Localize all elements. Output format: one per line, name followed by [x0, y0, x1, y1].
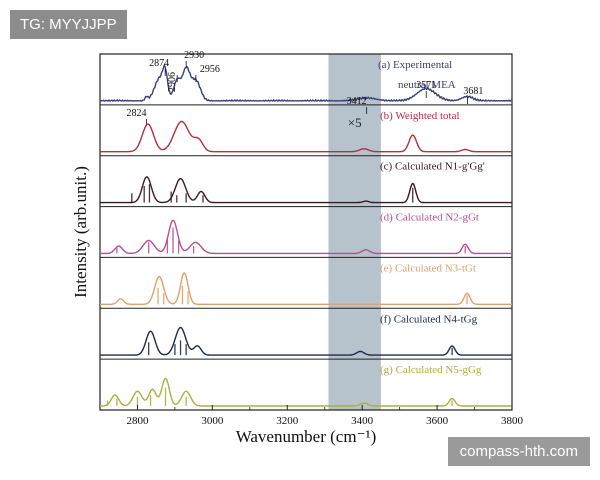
- panel-g: (g) Calculated N5-gGg: [100, 364, 512, 407]
- panel-d: (d) Calculated N2-gGt: [100, 212, 512, 255]
- watermark-top-left: TG: MYYJJPP: [10, 10, 127, 39]
- x-tick-label: 3200: [276, 415, 299, 427]
- spectrum-curve: [100, 120, 512, 153]
- peak-label: 3412: [347, 96, 367, 107]
- panel-f: (f) Calculated N4-tGg: [100, 313, 512, 356]
- plot-frame: [99, 53, 513, 411]
- peak-label: 3681: [463, 86, 483, 97]
- x-axis-label: Wavenumber (cm⁻¹): [236, 427, 377, 446]
- peak-label: 2824: [126, 108, 146, 119]
- shaded-region: [328, 54, 381, 410]
- spectrum-curve: [100, 272, 512, 305]
- x-tick-label: 3600: [426, 415, 449, 427]
- peak-label: 3571: [416, 80, 436, 91]
- y-axis-label: Intensity (arb.unit.): [71, 166, 90, 298]
- spectrum-curve: [100, 176, 512, 204]
- shaded-region-label: ×5: [348, 115, 362, 130]
- panel-label: (f) Calculated N4-tGg: [380, 313, 478, 325]
- panel-label-line2: neutral MEA: [398, 79, 456, 91]
- panel-label: (a) Experimental: [378, 59, 452, 71]
- panel-label: (c) Calculated N1-g'Gg': [380, 161, 485, 173]
- spectrum-curve: [100, 377, 512, 407]
- x-tick-label: 2800: [126, 415, 149, 427]
- spectrum-curve: [100, 219, 512, 255]
- peak-label: 2874: [149, 58, 169, 69]
- x-tick-label: 3400: [351, 415, 374, 427]
- panel-label: (e) Calculated N3-tGt: [380, 262, 476, 274]
- panel-label: (g) Calculated N5-gGg: [380, 364, 482, 376]
- peak-label: 2930: [184, 50, 204, 61]
- panel-c: (c) Calculated N1-g'Gg': [100, 161, 512, 204]
- x-tick-label: 3000: [201, 415, 224, 427]
- spectrum-curve: [99, 63, 513, 102]
- x-tick-label: 3800: [501, 415, 524, 427]
- panel-e: (e) Calculated N3-tGt: [100, 262, 512, 305]
- panel-a: (a) Experimental neutral MEA 2824 2874 2906 2…: [99, 50, 513, 126]
- peak-label: 2956: [200, 64, 220, 75]
- panel-label: (d) Calculated N2-gGt: [380, 212, 479, 224]
- peak-label: 2906: [167, 72, 178, 92]
- panel-b: (b) Weighted total: [100, 110, 512, 153]
- watermark-bottom-right: compass-hth.com: [447, 437, 590, 466]
- panel-label: (b) Weighted total: [380, 110, 460, 122]
- spectrum-curve: [100, 326, 512, 356]
